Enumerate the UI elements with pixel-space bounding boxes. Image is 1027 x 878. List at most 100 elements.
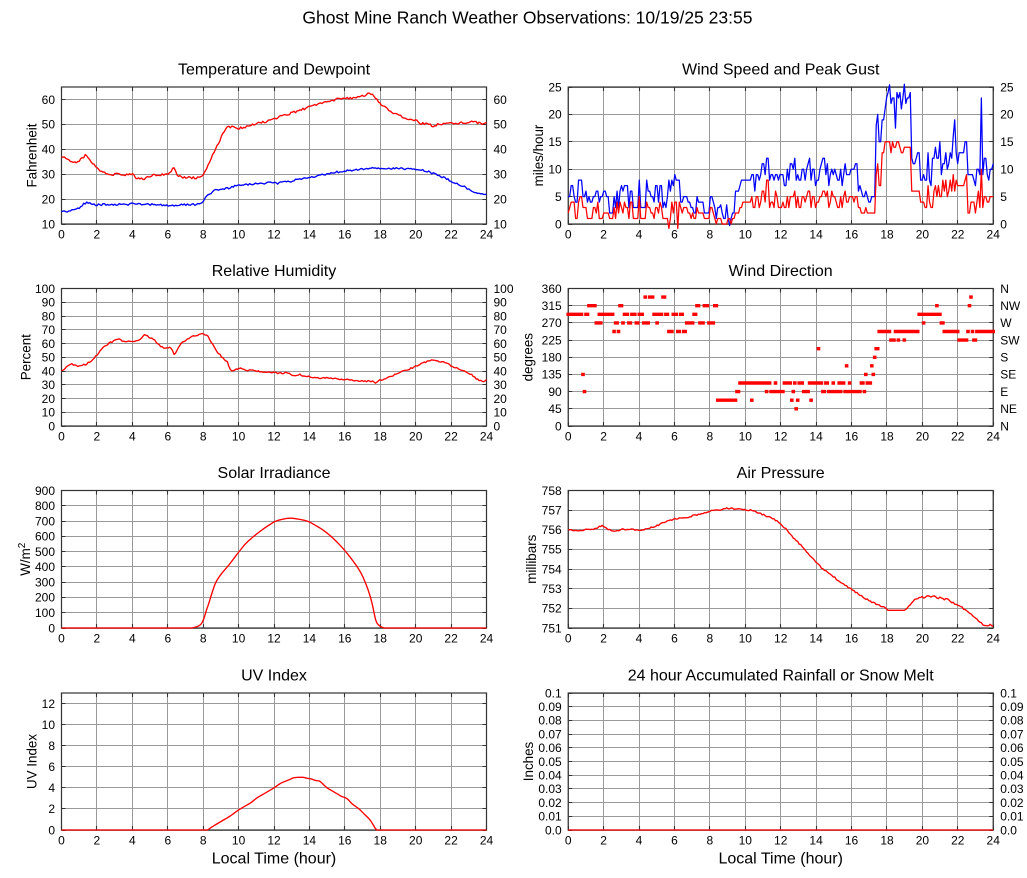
svg-text:0.06: 0.06: [538, 741, 562, 755]
svg-text:10: 10: [232, 228, 246, 242]
svg-text:0.09: 0.09: [538, 700, 562, 714]
svg-text:10: 10: [739, 228, 753, 242]
svg-text:20: 20: [494, 192, 508, 206]
svg-text:Fahrenheit: Fahrenheit: [24, 123, 39, 187]
svg-text:2: 2: [94, 430, 101, 444]
svg-text:100: 100: [494, 282, 514, 296]
svg-text:22: 22: [951, 632, 965, 646]
svg-text:4: 4: [129, 632, 136, 646]
svg-text:millibars: millibars: [524, 534, 539, 583]
svg-text:200: 200: [35, 591, 55, 605]
svg-text:12: 12: [774, 632, 788, 646]
svg-text:18: 18: [880, 228, 894, 242]
svg-text:12: 12: [267, 430, 281, 444]
svg-text:20: 20: [409, 834, 423, 848]
svg-text:16: 16: [845, 430, 859, 444]
svg-text:Percent: Percent: [19, 334, 34, 380]
svg-text:0.05: 0.05: [538, 755, 562, 769]
svg-text:90: 90: [548, 385, 562, 399]
svg-text:360: 360: [542, 282, 562, 296]
svg-text:80: 80: [42, 309, 56, 323]
svg-text:4: 4: [48, 781, 55, 795]
svg-text:W/m2: W/m2: [17, 542, 33, 576]
svg-text:30: 30: [494, 378, 508, 392]
svg-text:10: 10: [42, 406, 56, 420]
svg-text:2: 2: [94, 228, 101, 242]
svg-text:NE: NE: [1000, 402, 1017, 416]
svg-text:60: 60: [42, 93, 56, 107]
svg-text:E: E: [1000, 385, 1008, 399]
svg-text:270: 270: [542, 316, 562, 330]
svg-text:10: 10: [548, 163, 562, 177]
svg-text:Wind Direction: Wind Direction: [729, 263, 833, 280]
svg-text:0: 0: [555, 217, 562, 231]
svg-text:N: N: [1000, 282, 1009, 296]
svg-text:8: 8: [707, 834, 714, 848]
svg-text:12: 12: [774, 228, 788, 242]
svg-text:30: 30: [42, 378, 56, 392]
svg-text:758: 758: [542, 484, 562, 498]
svg-text:0: 0: [58, 632, 65, 646]
svg-text:4: 4: [129, 834, 136, 848]
svg-text:5: 5: [1000, 190, 1007, 204]
svg-text:14: 14: [303, 228, 317, 242]
svg-text:8: 8: [200, 834, 207, 848]
svg-text:14: 14: [809, 632, 823, 646]
svg-text:Inches: Inches: [521, 741, 536, 781]
svg-text:14: 14: [303, 834, 317, 848]
svg-text:NW: NW: [1000, 299, 1021, 313]
svg-text:10: 10: [494, 406, 508, 420]
svg-text:18: 18: [880, 632, 894, 646]
svg-text:22: 22: [951, 834, 965, 848]
svg-text:2: 2: [94, 834, 101, 848]
svg-text:40: 40: [494, 364, 508, 378]
svg-text:20: 20: [42, 192, 56, 206]
svg-text:16: 16: [845, 632, 859, 646]
svg-text:Local Time (hour): Local Time (hour): [718, 850, 843, 867]
svg-text:700: 700: [35, 514, 55, 528]
svg-text:20: 20: [409, 228, 423, 242]
svg-text:10: 10: [739, 430, 753, 444]
svg-text:0: 0: [58, 430, 65, 444]
svg-text:16: 16: [338, 834, 352, 848]
svg-text:20: 20: [916, 632, 930, 646]
svg-text:2: 2: [48, 802, 55, 816]
svg-text:2: 2: [600, 632, 607, 646]
svg-text:Air Pressure: Air Pressure: [737, 465, 825, 482]
svg-text:16: 16: [338, 228, 352, 242]
svg-text:0: 0: [48, 621, 55, 635]
svg-text:miles/hour: miles/hour: [531, 124, 546, 186]
svg-text:20: 20: [409, 632, 423, 646]
svg-text:0: 0: [48, 823, 55, 837]
svg-text:754: 754: [542, 562, 562, 576]
svg-text:12: 12: [42, 697, 56, 711]
svg-text:60: 60: [494, 93, 508, 107]
svg-text:6: 6: [671, 632, 678, 646]
svg-text:14: 14: [303, 430, 317, 444]
svg-text:40: 40: [42, 364, 56, 378]
svg-text:6: 6: [164, 430, 171, 444]
svg-text:0.07: 0.07: [1000, 727, 1024, 741]
svg-text:SW: SW: [1000, 333, 1020, 347]
svg-text:16: 16: [338, 632, 352, 646]
svg-text:0.02: 0.02: [538, 796, 562, 810]
svg-text:0.03: 0.03: [538, 782, 562, 796]
svg-text:2: 2: [600, 430, 607, 444]
svg-text:20: 20: [916, 430, 930, 444]
svg-text:752: 752: [542, 602, 562, 616]
svg-text:20: 20: [494, 392, 508, 406]
svg-text:22: 22: [951, 430, 965, 444]
svg-text:10: 10: [1000, 163, 1014, 177]
svg-text:4: 4: [636, 228, 643, 242]
svg-text:0.0: 0.0: [1000, 823, 1017, 837]
svg-text:24: 24: [480, 430, 494, 444]
svg-text:800: 800: [35, 499, 55, 513]
svg-text:6: 6: [164, 834, 171, 848]
svg-text:14: 14: [809, 834, 823, 848]
svg-text:500: 500: [35, 545, 55, 559]
svg-text:5: 5: [555, 190, 562, 204]
svg-text:4: 4: [129, 228, 136, 242]
svg-text:0: 0: [58, 834, 65, 848]
svg-text:40: 40: [42, 143, 56, 157]
svg-text:0.02: 0.02: [1000, 796, 1024, 810]
